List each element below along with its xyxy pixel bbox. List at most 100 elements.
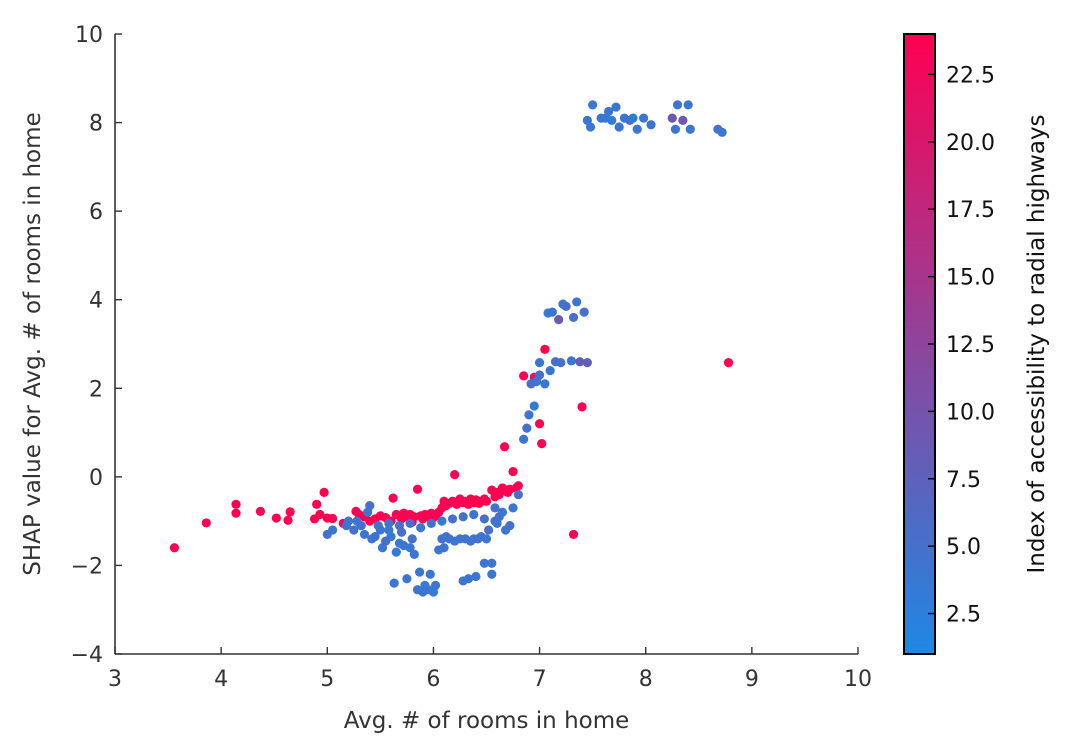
scatter-point [556, 358, 566, 368]
y-tick-label: −2 [71, 554, 103, 579]
x-tick-label: 5 [320, 667, 334, 692]
scatter-point [547, 307, 557, 317]
scatter-point [628, 113, 638, 123]
scatter-point [450, 470, 460, 480]
scatter-point [524, 410, 534, 420]
scatter-point [481, 534, 492, 544]
y-tick-label: −4 [71, 643, 103, 668]
scatter-point [554, 315, 564, 325]
scatter-points [169, 100, 734, 597]
scatter-point [568, 529, 579, 540]
colorbar-tick-label: 7.5 [946, 468, 981, 493]
x-tick-label: 6 [426, 667, 440, 692]
scatter-point [487, 558, 497, 568]
scatter-point [522, 423, 532, 433]
x-tick-label: 3 [108, 667, 122, 692]
axis-ticks: 3 4 5 6 7 8 9 10 −4 −2 0 2 4 6 8 10 [71, 23, 872, 692]
scatter-point [717, 127, 727, 137]
scatter-point [667, 113, 677, 123]
scatter-point [670, 124, 681, 134]
scatter-point [603, 106, 614, 117]
x-axis-title: Avg. # of rooms in home [344, 708, 630, 734]
scatter-point [384, 518, 394, 528]
colorbar-tick-label: 22.5 [946, 63, 995, 88]
scatter-point [505, 520, 515, 531]
scatter-point [646, 120, 656, 130]
scatter-point [479, 514, 489, 524]
scatter-point [540, 379, 550, 389]
scatter-point [327, 525, 338, 535]
x-tick-label: 4 [214, 667, 228, 692]
scatter-point [391, 547, 401, 557]
scatter-point [388, 493, 398, 503]
y-tick-label: 4 [89, 289, 103, 314]
scatter-point [672, 100, 683, 110]
scatter-point [356, 520, 366, 531]
scatter-point [575, 357, 585, 367]
scatter-point [537, 439, 547, 449]
scatter-point [568, 312, 579, 323]
y-tick-label: 10 [75, 23, 103, 48]
scatter-point [415, 567, 425, 577]
scatter-point [394, 520, 405, 531]
scatter-point [231, 508, 241, 518]
scatter-point [519, 371, 529, 381]
scatter-point [370, 532, 380, 542]
scatter-point [363, 507, 373, 517]
scatter-point [490, 503, 500, 513]
scatter-point [402, 574, 412, 584]
x-tick-label: 9 [745, 667, 759, 692]
y-axis-title: SHAP value for Avg. # of rooms in home [20, 112, 46, 575]
scatter-point [386, 532, 396, 542]
scatter-point [582, 358, 592, 368]
scatter-point [487, 569, 497, 579]
colorbar-title: Index of accessibility to radial highway… [1024, 114, 1050, 573]
scatter-point [447, 514, 458, 524]
scatter-point [416, 523, 426, 533]
y-tick-label: 2 [89, 377, 103, 402]
scatter-point [585, 122, 596, 132]
scatter-point [312, 499, 322, 509]
colorbar-tick-label: 17.5 [946, 198, 995, 223]
scatter-point [412, 484, 423, 494]
scatter-point [407, 534, 417, 544]
scatter-point [534, 358, 545, 368]
y-tick-label: 0 [89, 466, 103, 491]
axes [114, 34, 858, 655]
x-tick-label: 7 [533, 667, 547, 692]
scatter-point [588, 100, 598, 110]
scatter-point [373, 520, 383, 531]
scatter-point [484, 525, 494, 535]
x-tick-label: 10 [844, 667, 872, 692]
colorbar-tick-label: 5.0 [946, 535, 981, 560]
scatter-point [201, 518, 211, 528]
scatter-point [479, 558, 489, 568]
scatter-point [319, 487, 329, 497]
scatter-point [499, 442, 510, 452]
scatter-point [561, 301, 571, 311]
scatter-point [685, 124, 695, 134]
scatter-point [638, 113, 649, 123]
scatter-point [359, 529, 370, 540]
scatter-point [315, 509, 325, 520]
scatter-point [566, 356, 577, 366]
scatter-point [437, 516, 447, 526]
scatter-point [632, 124, 642, 134]
scatter-point [169, 543, 180, 553]
scatter-point [285, 507, 295, 517]
scatter-point [405, 518, 415, 528]
scatter-point [579, 307, 589, 317]
scatter-point [389, 578, 399, 588]
scatter-point [513, 489, 523, 500]
scatter-point [471, 571, 481, 582]
scatter-point [283, 515, 293, 525]
scatter-point [614, 122, 624, 132]
scatter-point [577, 402, 587, 412]
scatter-point [534, 370, 545, 380]
scatter-point [439, 543, 449, 553]
scatter-point [458, 512, 468, 522]
scatter-point [481, 496, 492, 506]
scatter-point [425, 569, 435, 579]
scatter-point [426, 518, 436, 528]
